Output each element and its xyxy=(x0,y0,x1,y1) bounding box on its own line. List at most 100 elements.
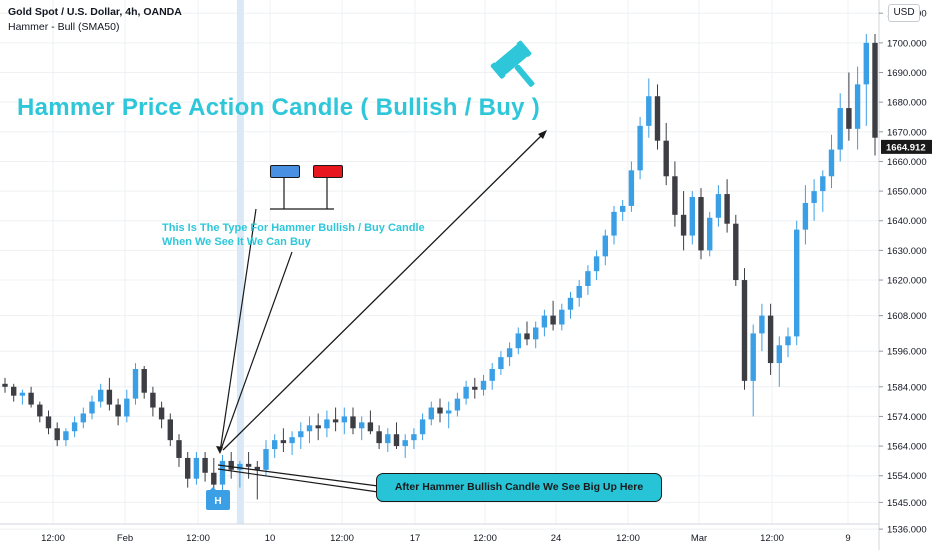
candle xyxy=(176,434,182,467)
candle xyxy=(611,205,617,245)
candle-body xyxy=(219,460,226,485)
candle xyxy=(663,122,669,186)
candle-body xyxy=(11,386,17,396)
candle-body xyxy=(846,108,852,129)
candle-body xyxy=(533,327,539,340)
gavel-cap xyxy=(490,62,506,79)
price-axis: 1536.000 1545.000 1554.000 1564.000 1574.000… xyxy=(878,0,932,550)
candle-body xyxy=(811,191,817,203)
candle-body xyxy=(837,108,843,150)
callout-box: After Hammer Bullish Candle We See Big U… xyxy=(376,473,662,502)
candle xyxy=(759,303,765,352)
candle-body xyxy=(315,425,321,429)
candle-body xyxy=(446,410,452,414)
hammer-marker-label: H xyxy=(214,496,221,507)
candle-body xyxy=(411,434,417,441)
candle xyxy=(28,386,34,408)
price-tick-label: 1660.000 xyxy=(887,157,927,168)
currency-button[interactable]: USD xyxy=(888,4,920,22)
candle xyxy=(820,170,826,212)
candle-body xyxy=(593,256,600,272)
candle-body xyxy=(332,419,339,423)
candle xyxy=(289,431,295,455)
candle-body xyxy=(402,440,408,447)
candle xyxy=(863,33,869,126)
candle xyxy=(350,407,356,435)
candle-body xyxy=(767,315,774,364)
candle xyxy=(80,407,86,429)
price-tick-label: 1554.000 xyxy=(887,471,927,482)
candle xyxy=(63,428,69,447)
candle xyxy=(533,321,539,349)
time-tick-label: 17 xyxy=(410,533,421,544)
time-tick-label: 12:00 xyxy=(41,533,65,544)
candle xyxy=(167,413,173,447)
candle-body xyxy=(141,368,147,393)
candle xyxy=(463,380,469,405)
candle xyxy=(245,452,252,479)
candle xyxy=(550,300,556,331)
candle-body xyxy=(71,422,78,432)
candle-body xyxy=(150,392,156,408)
candle-body xyxy=(741,280,748,381)
candle xyxy=(794,220,800,346)
candle-body xyxy=(63,431,69,441)
candle xyxy=(376,425,382,450)
candle-body xyxy=(707,217,713,251)
candle-body xyxy=(515,333,521,349)
annotation-description: This Is The Type For Hammer Bullish / Bu… xyxy=(162,221,425,249)
candle xyxy=(446,401,452,429)
candle xyxy=(219,454,226,491)
candle xyxy=(602,229,608,266)
candle-body xyxy=(124,398,130,417)
candle xyxy=(707,211,713,257)
candle-body xyxy=(289,437,295,444)
trend-arrow-line xyxy=(222,131,546,451)
candle xyxy=(802,185,809,245)
candle xyxy=(846,72,852,141)
time-tick-label: 12:00 xyxy=(330,533,354,544)
candle-body xyxy=(506,348,513,358)
symbol-title: Gold Spot / U.S. Dollar, 4h, OANDA xyxy=(8,6,182,18)
callout-pointer xyxy=(217,468,379,493)
price-tick-label: 1574.000 xyxy=(887,412,927,423)
price-tick-label: 1650.000 xyxy=(887,187,927,198)
gavel-head xyxy=(494,44,528,75)
candle-body xyxy=(272,440,278,450)
candle-body xyxy=(298,431,304,438)
candle xyxy=(576,280,582,307)
candle-body xyxy=(689,197,695,236)
candle-body xyxy=(724,194,730,224)
callout-pointer xyxy=(217,464,379,487)
candle-body xyxy=(419,419,426,435)
candle-body xyxy=(646,96,652,126)
candle-body xyxy=(776,345,782,364)
candle-body xyxy=(98,389,104,402)
candle xyxy=(332,407,339,432)
blue-flag-marker xyxy=(270,165,300,178)
candle-body xyxy=(167,419,173,441)
candle-body xyxy=(680,214,687,236)
candle xyxy=(124,389,130,423)
candle-body xyxy=(472,386,478,390)
candle-body xyxy=(585,271,591,286)
candle xyxy=(341,407,347,435)
candle-body xyxy=(237,463,243,470)
candle-body xyxy=(828,149,835,177)
candle xyxy=(393,422,400,450)
candle-body xyxy=(185,457,191,479)
candle xyxy=(741,268,748,390)
candle xyxy=(324,410,330,438)
candle xyxy=(646,78,652,138)
candle xyxy=(272,434,278,458)
time-tick-label: Feb xyxy=(117,533,133,544)
candle-body xyxy=(385,434,391,444)
price-tick-label: 1690.000 xyxy=(887,68,927,79)
candle xyxy=(89,395,95,420)
chart-grid xyxy=(0,0,879,530)
candle xyxy=(724,179,730,233)
pointer-line xyxy=(219,251,293,453)
candle-body xyxy=(602,235,608,257)
candle-body xyxy=(393,434,400,447)
